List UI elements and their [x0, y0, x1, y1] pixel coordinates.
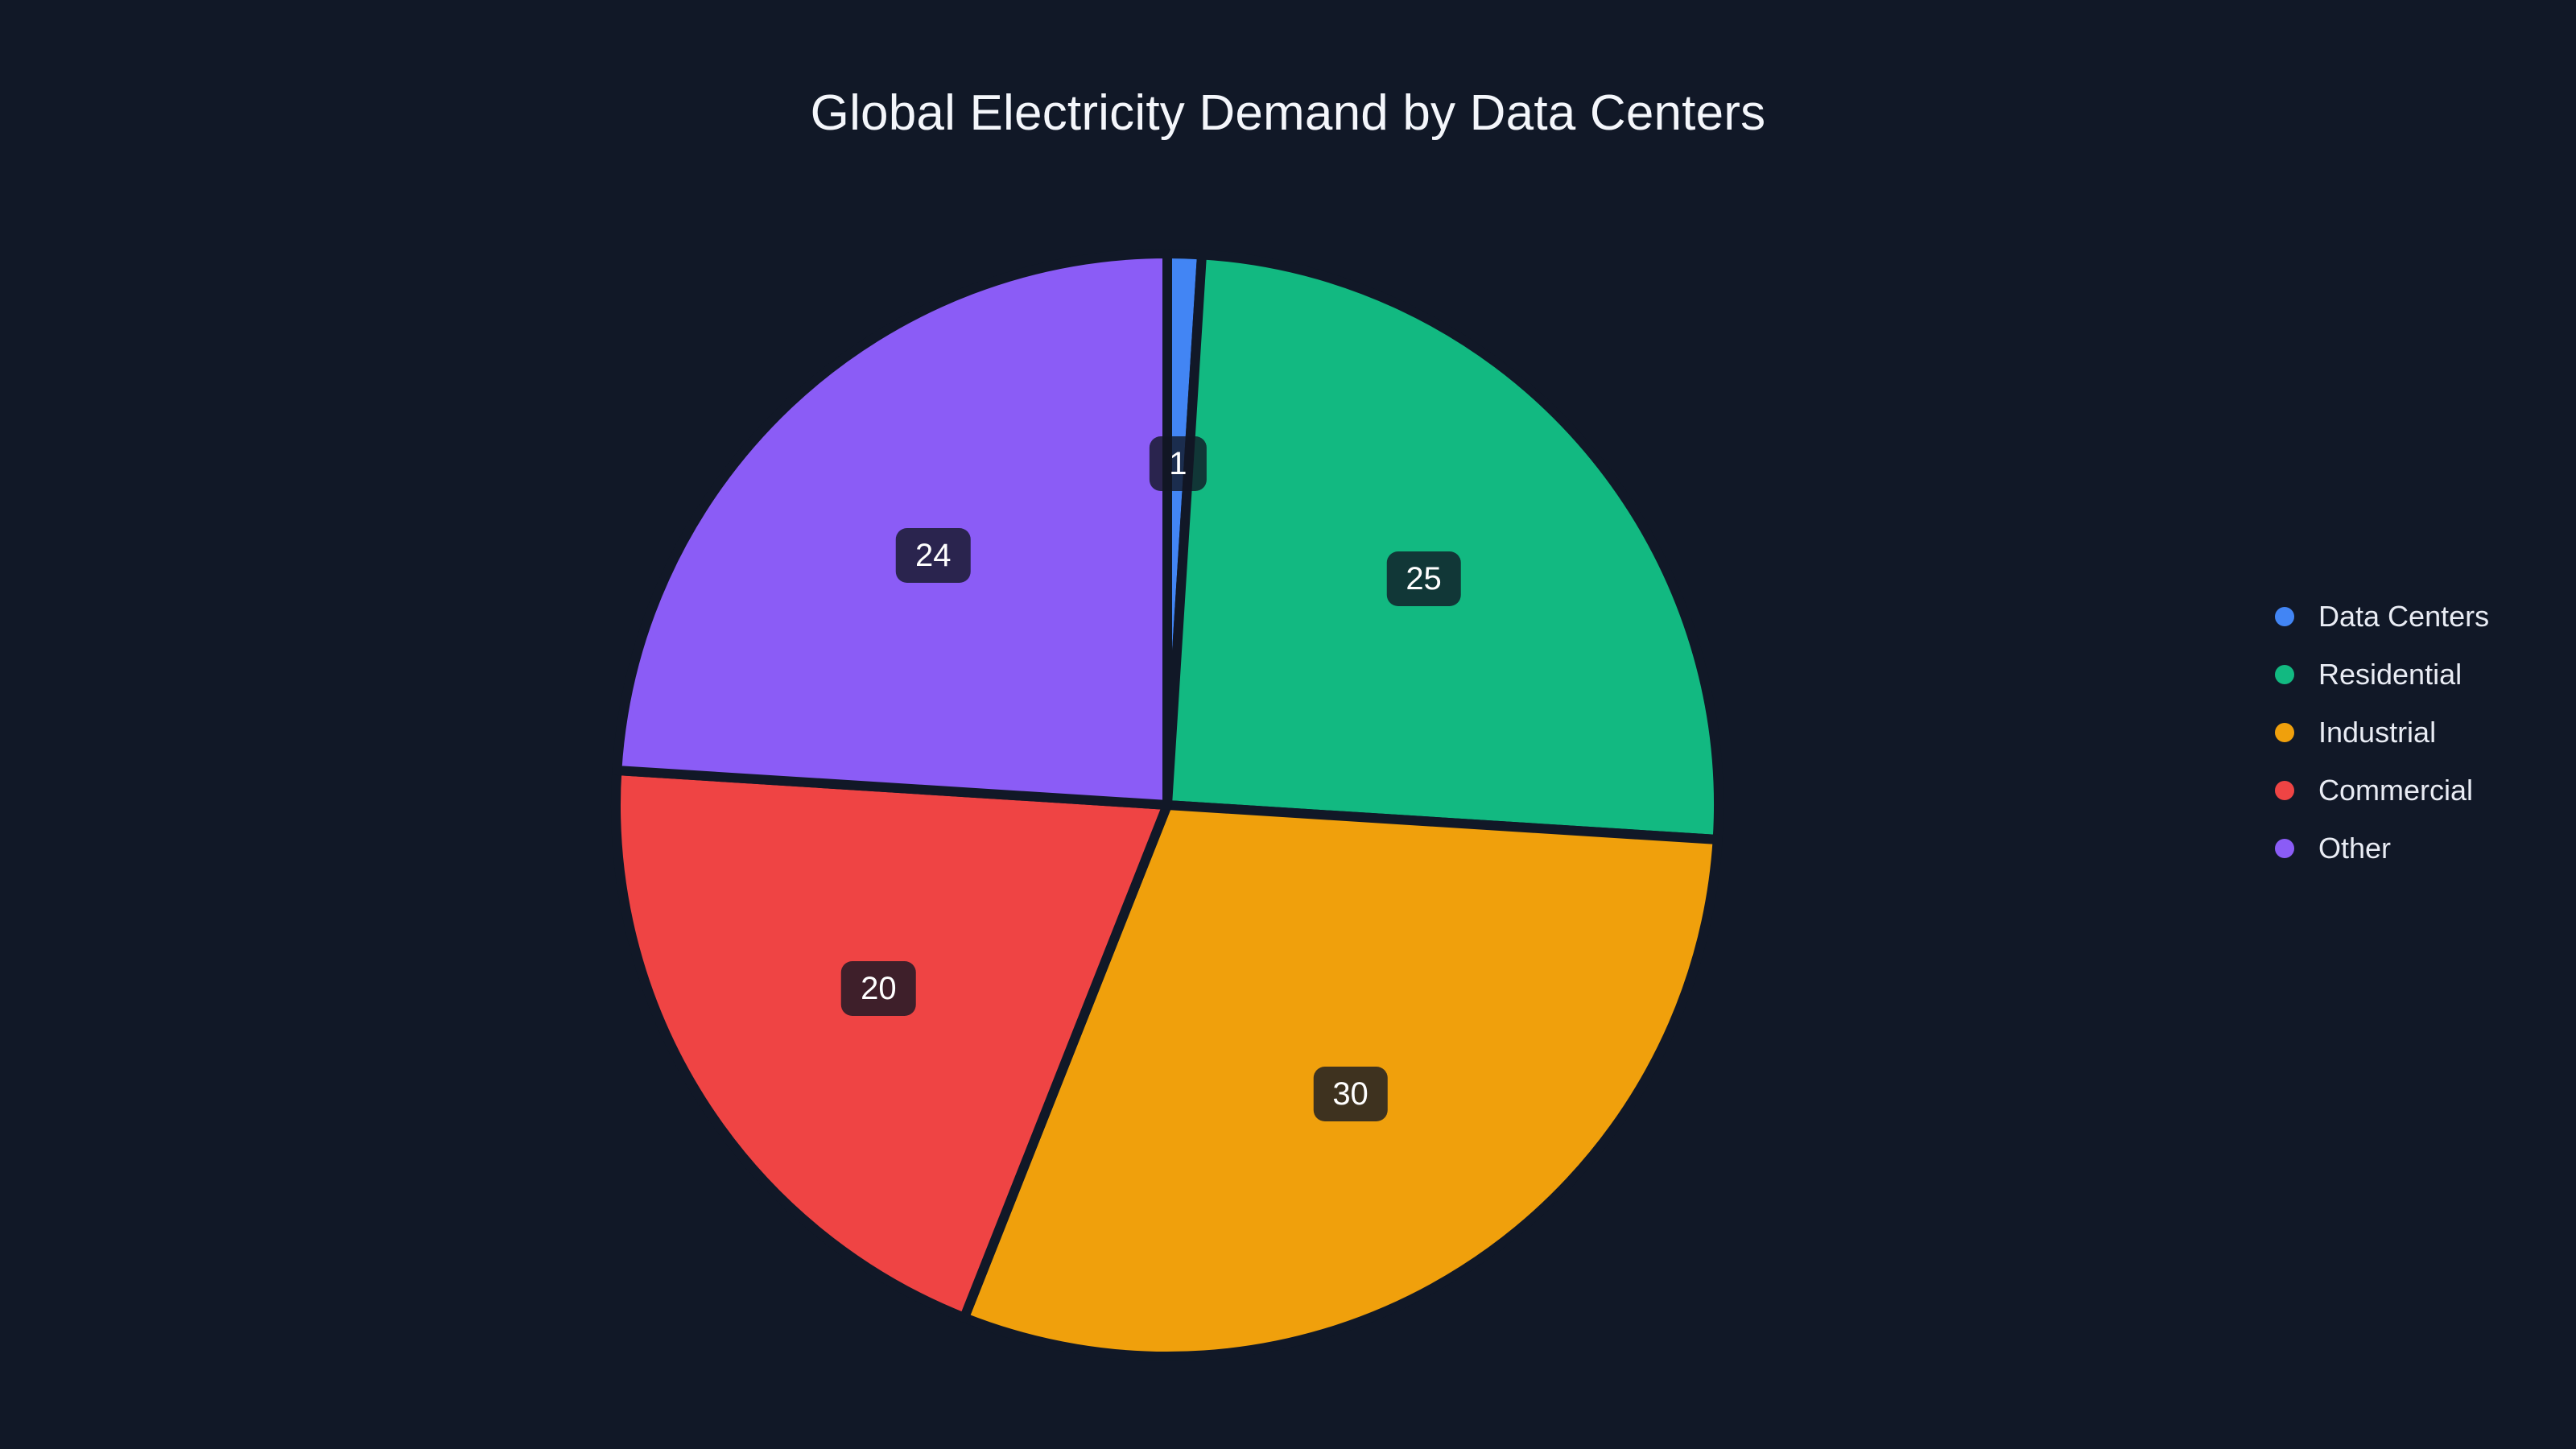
legend-swatch-icon — [2275, 607, 2294, 626]
pie-slice[interactable] — [1162, 250, 1724, 845]
legend-item[interactable]: Commercial — [2275, 762, 2489, 819]
legend-item-label: Industrial — [2318, 716, 2437, 749]
legend-item-label: Residential — [2318, 658, 2462, 691]
slice-value-label: 1 — [1150, 436, 1207, 491]
legend-item-label: Commercial — [2318, 774, 2474, 807]
legend-item-label: Other — [2318, 832, 2392, 865]
slice-value-label: 20 — [841, 960, 916, 1016]
legend-item[interactable]: Other — [2275, 819, 2489, 877]
legend-item[interactable]: Residential — [2275, 646, 2489, 704]
legend-item[interactable]: Data Centers — [2275, 588, 2489, 646]
legend-swatch-icon — [2275, 781, 2294, 800]
legend-swatch-icon — [2275, 839, 2294, 858]
legend-swatch-icon — [2275, 723, 2294, 742]
legend-swatch-icon — [2275, 665, 2294, 684]
slice-value-label: 24 — [896, 528, 971, 584]
pie-slice[interactable] — [611, 765, 1172, 1323]
pie-slice[interactable] — [612, 249, 1172, 810]
chart-legend: Data Centers Residential Industrial Commerc… — [2275, 588, 2489, 877]
legend-item[interactable]: Industrial — [2275, 704, 2489, 762]
slice-value-label: 25 — [1386, 551, 1461, 607]
legend-item-label: Data Centers — [2318, 600, 2490, 633]
slice-value-label: 30 — [1313, 1066, 1388, 1121]
